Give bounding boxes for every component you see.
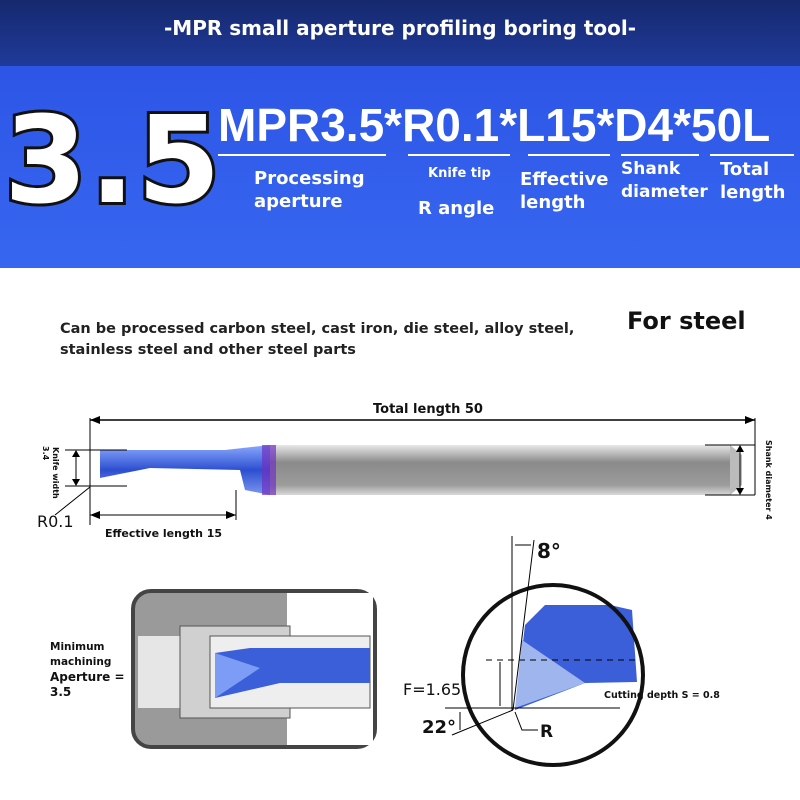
knife-width-value: 3.4 [41,446,50,461]
knife-width-label: Knife width [51,447,60,507]
underline [218,154,386,156]
label-effective: Effective length [520,169,609,213]
aperture-line: 3.5 [50,685,72,699]
underline [710,154,794,156]
underline [621,154,699,156]
radius-r: R [540,722,554,742]
knife-width-text: Knife width [51,447,60,499]
radius-label: R0.1 [37,512,74,531]
cutting-depth: Cutting depth S = 0.8 [604,690,720,701]
description-line: Can be processed carbon steel, cast iron… [60,321,575,337]
shank-diameter-label: Shank diameter 4 [764,440,773,520]
tip-detail [445,536,645,767]
effective-length-label: Effective length 15 [105,527,223,540]
aperture-line: Aperture = [50,670,125,684]
description: Can be processed carbon steel, cast iron… [60,319,574,361]
material-label: For steel [627,307,746,335]
aperture-illustration [131,589,377,749]
aperture-line: machining [50,656,112,668]
aperture-size: 3.5 [1,89,224,234]
description-line: stainless steel and other steel parts [60,342,356,358]
page-title: -MPR small aperture profiling boring too… [0,0,800,66]
label-total: Total length [720,159,786,203]
label-r-angle: R angle [418,198,495,219]
total-length-label: Total length 50 [373,402,483,417]
relief-angle: 8° [537,539,561,563]
lead-angle: 22° [422,717,457,738]
aperture-line: Minimum [50,641,105,653]
f-dimension: F=1.65 [403,680,462,699]
spec-banner [0,66,800,268]
min-aperture-label: Minimum machining Aperture = 3.5 [50,640,125,700]
underline [408,154,510,156]
tool-drawing [54,416,756,525]
label-shank: Shank diameter [621,159,708,202]
underline [528,154,610,156]
model-code: MPR3.5*R0.1*L15*D4*50L [218,99,771,151]
label-aperture: Processing aperture [254,168,365,212]
label-tip: Knife tip [428,166,491,181]
